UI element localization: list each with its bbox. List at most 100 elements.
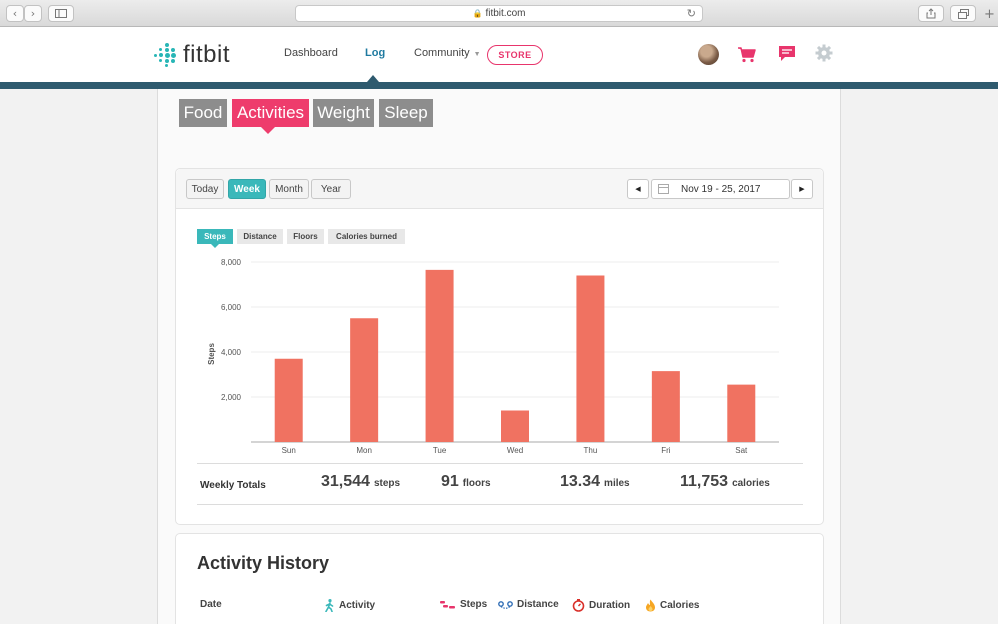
metric-tab-steps[interactable]: Steps — [197, 229, 233, 244]
y-tick-label: 6,000 — [221, 303, 242, 312]
bar-thu[interactable] — [576, 275, 605, 443]
active-metric-indicator — [211, 244, 219, 248]
sidebar-toggle-icon[interactable] — [48, 5, 74, 22]
total-calories: 11,753 calories — [680, 473, 770, 491]
total-calories-unit: calories — [732, 478, 770, 489]
gear-icon[interactable] — [815, 44, 833, 62]
y-tick-label: 2,000 — [221, 393, 242, 402]
column-date-label: Date — [200, 599, 222, 610]
calendar-icon — [658, 184, 669, 194]
reload-icon[interactable]: ↻ — [686, 7, 696, 20]
bar-tue[interactable] — [425, 269, 454, 442]
site-header: fitbit Dashboard Log Community ▼ STORE — [0, 27, 998, 82]
activity-history-title: Activity History — [197, 553, 330, 573]
nav-dashboard[interactable]: Dashboard — [284, 47, 338, 59]
total-miles: 13.34 miles — [560, 473, 630, 491]
chevron-down-icon: ▼ — [473, 51, 481, 58]
x-tick-label: Tue — [433, 446, 447, 455]
x-tick-label: Mon — [356, 446, 372, 455]
period-week-button[interactable]: Week — [228, 179, 266, 199]
active-nav-indicator — [367, 75, 379, 82]
column-steps-label: Steps — [460, 599, 488, 610]
store-button[interactable]: STORE — [487, 45, 543, 65]
totals-bottom-divider — [197, 504, 803, 505]
bar-sun[interactable] — [274, 358, 303, 442]
total-steps-value: 31,544 — [321, 473, 370, 490]
bar-fri[interactable] — [651, 371, 680, 442]
footsteps-icon — [440, 600, 455, 608]
flame-icon — [646, 599, 655, 612]
header-accent-bar — [0, 82, 998, 89]
logo-dots-icon — [154, 43, 177, 67]
previous-week-arrow-icon[interactable]: ◀ — [627, 179, 649, 199]
back-arrow-icon[interactable]: ‹ — [6, 5, 24, 22]
period-today-button[interactable]: Today — [186, 179, 224, 199]
walking-figure-icon — [325, 599, 334, 612]
column-calories-label: Calories — [660, 600, 700, 611]
metric-tab-distance[interactable]: Distance — [237, 229, 283, 244]
browser-toolbar: ‹ › 🔒 fitbit.com ↻ + — [0, 0, 998, 27]
column-date[interactable]: Date — [200, 599, 222, 610]
column-activity-label: Activity — [339, 600, 376, 611]
column-steps[interactable]: Steps — [440, 599, 487, 610]
avatar[interactable] — [698, 44, 719, 65]
tab-weight[interactable]: Weight — [313, 99, 374, 127]
route-icon — [498, 600, 513, 609]
y-tick-label: 8,000 — [221, 258, 242, 267]
column-duration[interactable]: Duration — [572, 599, 630, 612]
main-content: Food Activities Weight Sleep Today Week … — [157, 89, 841, 624]
cart-icon[interactable] — [737, 44, 757, 64]
total-miles-value: 13.34 — [560, 473, 601, 490]
x-tick-label: Sat — [735, 446, 748, 455]
column-activity[interactable]: Activity — [324, 599, 375, 612]
address-bar[interactable]: 🔒 fitbit.com ↻ — [295, 5, 703, 22]
chart-card-toolbar: Today Week Month Year ◀ Nov 19 - 25, 201… — [176, 169, 823, 209]
metric-tab-calories-burned[interactable]: Calories burned — [328, 229, 405, 244]
logo-text: fitbit — [183, 41, 231, 68]
steps-bar-chart: 2,000 4,000 6,000 8,000 Sun Mon Tue Wed Thu Fri Sa… — [207, 258, 779, 455]
share-icon[interactable] — [918, 5, 944, 22]
column-distance-label: Distance — [517, 599, 559, 610]
messages-icon[interactable] — [778, 45, 796, 63]
y-tick-label: 4,000 — [221, 348, 242, 357]
date-range-text: Nov 19 - 25, 2017 — [681, 183, 761, 195]
total-floors: 91 floors — [441, 473, 491, 491]
totals-top-divider — [197, 463, 803, 464]
metric-tab-floors[interactable]: Floors — [287, 229, 324, 244]
bar-mon[interactable] — [350, 318, 379, 442]
x-tick-label: Fri — [661, 446, 671, 455]
next-week-arrow-icon[interactable]: ▶ — [791, 179, 813, 199]
total-floors-unit: floors — [462, 478, 491, 489]
column-distance[interactable]: Distance — [498, 599, 559, 610]
column-duration-label: Duration — [589, 600, 631, 611]
active-tab-indicator — [261, 127, 275, 134]
column-calories[interactable]: Calories — [645, 599, 699, 612]
nav-community-label: Community — [414, 47, 470, 59]
date-range-field[interactable]: Nov 19 - 25, 2017 — [651, 179, 790, 199]
total-calories-value: 11,753 — [680, 473, 729, 490]
y-axis-label: Steps — [207, 343, 216, 365]
total-floors-value: 91 — [441, 473, 459, 490]
fitbit-logo[interactable]: fitbit — [154, 41, 231, 69]
tab-activities[interactable]: Activities — [232, 99, 309, 127]
forward-arrow-icon[interactable]: › — [24, 5, 42, 22]
total-miles-unit: miles — [604, 478, 630, 489]
period-month-button[interactable]: Month — [269, 179, 309, 199]
stopwatch-icon — [572, 599, 585, 612]
new-tab-icon[interactable]: + — [984, 7, 995, 22]
nav-log[interactable]: Log — [365, 47, 386, 59]
x-tick-label: Thu — [584, 446, 598, 455]
bar-wed[interactable] — [501, 410, 529, 443]
activity-history-card: Activity History Date Activity Steps — [175, 533, 824, 624]
bar-sat[interactable] — [727, 384, 756, 442]
url-text: fitbit.com — [485, 8, 526, 19]
tabs-overview-icon[interactable] — [950, 5, 976, 22]
nav-community[interactable]: Community ▼ — [414, 47, 481, 59]
total-steps-unit: steps — [373, 478, 401, 489]
x-tick-label: Wed — [507, 446, 523, 455]
tab-sleep[interactable]: Sleep — [379, 99, 433, 127]
lock-icon: 🔒 — [472, 9, 483, 18]
tab-food[interactable]: Food — [179, 99, 227, 127]
period-year-button[interactable]: Year — [311, 179, 351, 199]
activity-chart-card: Today Week Month Year ◀ Nov 19 - 25, 201… — [175, 168, 824, 525]
